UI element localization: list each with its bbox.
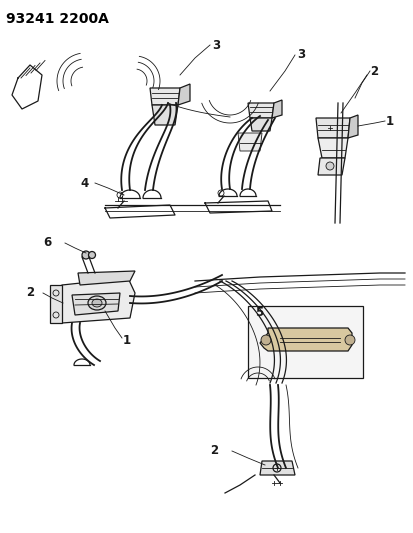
Polygon shape [50,285,62,323]
Text: 2: 2 [26,286,34,298]
Circle shape [344,335,354,345]
Ellipse shape [92,299,102,307]
Polygon shape [58,278,135,323]
Text: 5: 5 [254,306,263,319]
Polygon shape [237,133,261,151]
Text: 3: 3 [296,47,304,61]
Polygon shape [178,84,190,105]
Text: 6: 6 [44,236,52,248]
Polygon shape [317,158,344,175]
Polygon shape [78,271,135,285]
Circle shape [82,251,90,259]
Text: 1: 1 [123,335,131,348]
Polygon shape [259,461,294,475]
Ellipse shape [88,296,106,310]
Text: 93241 2200A: 93241 2200A [6,12,109,26]
Text: 2: 2 [209,443,218,456]
Text: 1: 1 [385,115,393,127]
Polygon shape [249,118,271,131]
Polygon shape [271,100,281,118]
Text: 4: 4 [80,176,88,190]
Circle shape [88,252,95,259]
Polygon shape [315,118,349,138]
Polygon shape [247,103,273,118]
Circle shape [260,335,271,345]
Polygon shape [150,88,180,105]
Text: 3: 3 [211,38,220,52]
Polygon shape [259,328,351,351]
Circle shape [325,162,333,170]
Text: 2: 2 [369,64,377,77]
Polygon shape [152,105,178,125]
Polygon shape [347,115,357,138]
Polygon shape [72,293,120,315]
Bar [247,306,362,378]
Polygon shape [317,138,347,158]
